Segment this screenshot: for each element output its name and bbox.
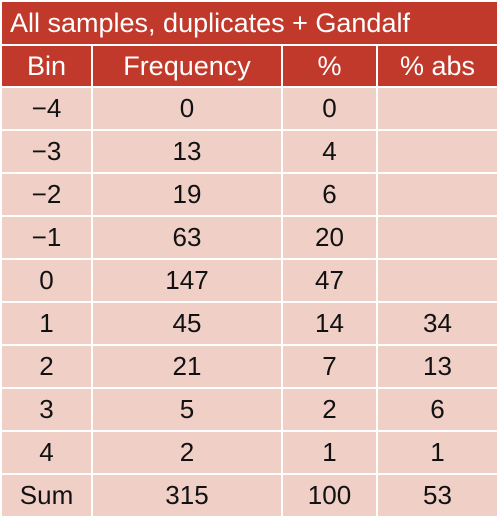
frequency-table-container: All samples, duplicates + Gandalf Bin Fr… [2, 2, 498, 516]
cell-bin: −3 [2, 129, 93, 173]
table-row: 4 2 1 1 [2, 430, 498, 474]
cell-percent: 6 [282, 172, 378, 216]
cell-percent-abs [377, 129, 498, 173]
cell-percent-abs: 6 [377, 387, 498, 431]
cell-frequency: 147 [92, 258, 283, 302]
table-title-row: All samples, duplicates + Gandalf [2, 2, 498, 46]
table-row: −1 63 20 [2, 215, 498, 259]
cell-bin: Sum [2, 473, 93, 516]
column-header-bin: Bin [2, 45, 93, 87]
cell-frequency: 0 [92, 86, 283, 130]
cell-bin: −2 [2, 172, 93, 216]
cell-frequency: 45 [92, 301, 283, 345]
cell-percent-abs: 1 [377, 430, 498, 474]
table-row: −2 19 6 [2, 172, 498, 216]
table-title: All samples, duplicates + Gandalf [2, 2, 498, 46]
table-row: 2 21 7 13 [2, 344, 498, 388]
cell-percent: 100 [282, 473, 378, 516]
cell-bin: 3 [2, 387, 93, 431]
table-row: 3 5 2 6 [2, 387, 498, 431]
cell-percent-abs: 53 [377, 473, 498, 516]
cell-percent-abs [377, 215, 498, 259]
cell-percent-abs: 34 [377, 301, 498, 345]
table-row: 0 147 47 [2, 258, 498, 302]
frequency-table: All samples, duplicates + Gandalf Bin Fr… [2, 2, 498, 516]
cell-bin: −4 [2, 86, 93, 130]
column-header-frequency: Frequency [92, 45, 283, 87]
column-header-percent: % [282, 45, 378, 87]
cell-frequency: 2 [92, 430, 283, 474]
cell-percent-abs [377, 258, 498, 302]
cell-percent: 1 [282, 430, 378, 474]
cell-percent: 7 [282, 344, 378, 388]
cell-percent: 0 [282, 86, 378, 130]
cell-frequency: 19 [92, 172, 283, 216]
table-header-row: Bin Frequency % % abs [2, 45, 498, 87]
cell-percent: 47 [282, 258, 378, 302]
cell-bin: 4 [2, 430, 93, 474]
cell-bin: 2 [2, 344, 93, 388]
table-row: 1 45 14 34 [2, 301, 498, 345]
cell-frequency: 5 [92, 387, 283, 431]
cell-frequency: 13 [92, 129, 283, 173]
cell-bin: −1 [2, 215, 93, 259]
cell-bin: 1 [2, 301, 93, 345]
table-row: −3 13 4 [2, 129, 498, 173]
cell-percent: 2 [282, 387, 378, 431]
cell-percent: 4 [282, 129, 378, 173]
cell-frequency: 21 [92, 344, 283, 388]
cell-percent: 20 [282, 215, 378, 259]
table-row-sum: Sum 315 100 53 [2, 473, 498, 516]
table-row: −4 0 0 [2, 86, 498, 130]
cell-frequency: 63 [92, 215, 283, 259]
cell-percent-abs [377, 86, 498, 130]
cell-percent-abs: 13 [377, 344, 498, 388]
cell-percent-abs [377, 172, 498, 216]
cell-percent: 14 [282, 301, 378, 345]
column-header-percent-abs: % abs [377, 45, 498, 87]
cell-frequency: 315 [92, 473, 283, 516]
cell-bin: 0 [2, 258, 93, 302]
